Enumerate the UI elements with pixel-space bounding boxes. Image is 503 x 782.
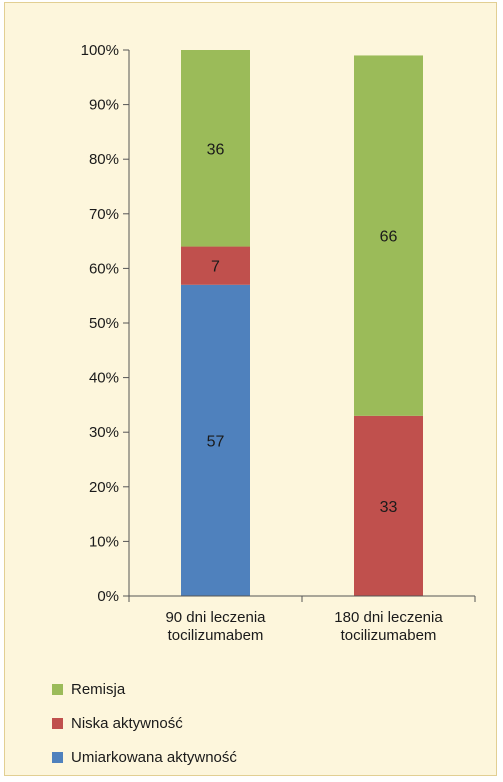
y-tick-label: 30% [89, 424, 119, 441]
bar-segment [181, 246, 250, 285]
x-tick-label: 90 dni leczenia tocilizumabem [165, 609, 266, 644]
bar-segment [354, 415, 423, 596]
legend-swatch-niska-aktywnosc [52, 717, 63, 729]
bar-segment [181, 284, 250, 596]
y-tick-label: 10% [89, 533, 119, 550]
data-label: 36 [207, 141, 225, 158]
legend-label-niska-aktywnosc: Niska aktywność [71, 714, 183, 732]
legend-item-remisja: Remisja [52, 672, 237, 706]
legend-label-remisja: Remisja [71, 680, 126, 698]
y-tick-label: 0% [97, 588, 119, 605]
y-tick-label: 60% [89, 260, 119, 277]
data-label: 66 [380, 229, 398, 246]
data-label: 57 [207, 433, 225, 450]
y-tick-label: 100% [81, 42, 119, 59]
y-tick-label: 80% [89, 151, 119, 168]
y-tick-label: 90% [89, 97, 119, 114]
bar-segment [354, 55, 423, 416]
y-tick-label: 40% [89, 370, 119, 387]
legend-swatch-umiarkowana-aktywnosc [52, 751, 63, 763]
legend-item-umiarkowana-aktywnosc: Umiarkowana aktywność [52, 740, 237, 774]
y-tick-label: 50% [89, 315, 119, 332]
legend: Remisja Niska aktywność Umiarkowana akty… [52, 672, 237, 774]
bar-segment [181, 50, 250, 247]
legend-label-umiarkowana-aktywnosc: Umiarkowana aktywność [71, 748, 237, 766]
y-tick-label: 70% [89, 206, 119, 223]
data-label: 7 [211, 259, 220, 276]
y-tick-label: 20% [89, 479, 119, 496]
data-label: 33 [380, 499, 398, 516]
legend-swatch-remisja [52, 683, 63, 695]
x-tick-label: 180 dni leczenia tocilizumabem [334, 609, 443, 644]
legend-item-niska-aktywnosc: Niska aktywność [52, 706, 237, 740]
